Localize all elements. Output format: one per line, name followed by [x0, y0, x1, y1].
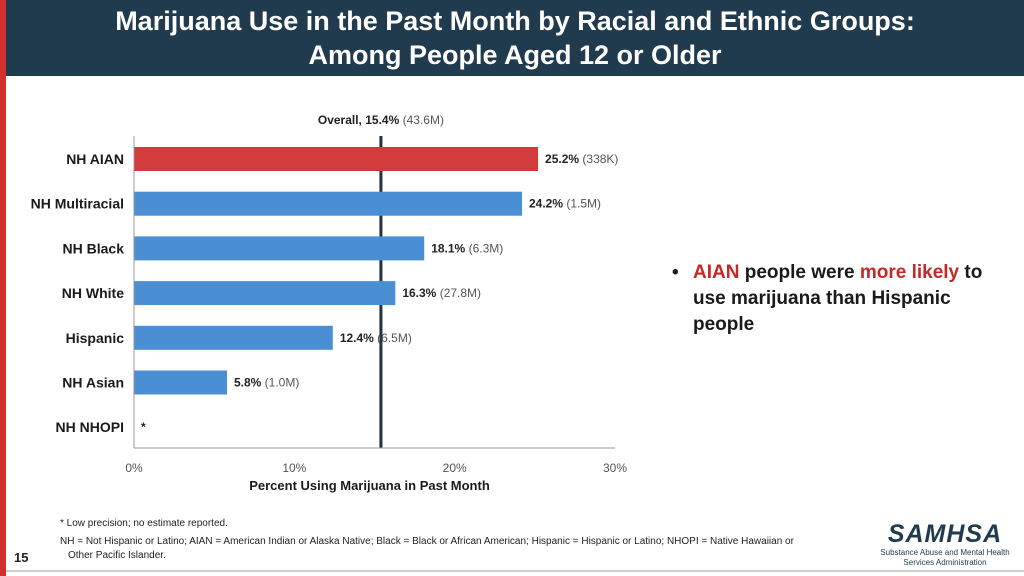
- bar-nh-black: [134, 236, 425, 261]
- overall-reference-label: Overall, 15.4% (43.6M): [318, 113, 444, 127]
- data-label-nh-black: 18.1% (6.3M): [431, 241, 503, 255]
- bottom-divider: [6, 570, 1024, 572]
- category-label-nh-asian: NH Asian: [62, 375, 124, 391]
- x-tick-label-2: 20%: [443, 461, 467, 475]
- x-tick-label-3: 30%: [603, 461, 627, 475]
- x-axis-title: Percent Using Marijuana in Past Month: [249, 478, 490, 493]
- category-label-nh-black: NH Black: [63, 240, 125, 256]
- data-label-hispanic: 12.4% (6.5M): [340, 331, 412, 345]
- data-label-nh-nhopi: *: [141, 420, 146, 434]
- bullet-text-1: people were: [739, 262, 860, 283]
- logo-subtitle-1: Substance Abuse and Mental Health: [880, 548, 1010, 557]
- data-label-nh-asian: 5.8% (1.0M): [234, 376, 299, 390]
- bullet-highlight-aian: AIAN: [693, 262, 740, 283]
- slide-title-line2: Among People Aged 12 or Older: [308, 40, 722, 70]
- data-label-nh-white: 16.3% (27.8M): [402, 286, 481, 300]
- logo-subtitle-2: Services Administration: [903, 558, 987, 567]
- slide-header: Marijuana Use in the Past Month by Racia…: [6, 0, 1024, 76]
- category-label-nh-aian: NH AIAN: [66, 151, 124, 167]
- samhsa-logo: SAMHSA Substance Abuse and Mental Health…: [880, 520, 1010, 568]
- bullet-dot-icon: •: [672, 262, 679, 283]
- key-finding-bullet: • AIAN people were more likely to use ma…: [672, 260, 1002, 338]
- data-label-nh-multiracial: 24.2% (1.5M): [529, 197, 601, 211]
- bar-nh-white: [134, 281, 396, 306]
- bar-nh-asian: [134, 370, 227, 395]
- bullet-highlight-more-likely: more likely: [859, 262, 960, 283]
- x-tick-label-1: 10%: [282, 461, 306, 475]
- bar-nh-aian: [134, 147, 539, 171]
- logo-name: SAMHSA: [887, 520, 1003, 548]
- category-label-nh-nhopi: NH NHOPI: [56, 419, 124, 435]
- data-label-nh-aian: 25.2% (338K): [545, 152, 618, 166]
- bar-chart: Overall, 15.4% (43.6M) NH AIAN 25.2% (338K…: [31, 113, 628, 493]
- page-number: 15: [14, 550, 29, 565]
- category-label-nh-multiracial: NH Multiracial: [31, 196, 124, 212]
- footnote-abbreviations: NH = Not Hispanic or Latino; AIAN = Amer…: [60, 535, 860, 563]
- bullet-text-2: to use marijuana than Hispanic people: [693, 262, 983, 335]
- bar-hispanic: [134, 325, 333, 350]
- left-accent-stripe: [0, 0, 6, 576]
- category-label-nh-white: NH White: [62, 285, 124, 301]
- footnote-abbreviations-line2: Other Pacific Islander.: [68, 550, 166, 561]
- slide-title-line1: Marijuana Use in the Past Month by Racia…: [115, 6, 915, 36]
- category-label-hispanic: Hispanic: [66, 330, 125, 346]
- x-tick-label-0: 0%: [125, 461, 143, 475]
- bar-nh-multiracial: [134, 191, 523, 216]
- footnote-precision: * Low precision; no estimate reported.: [60, 518, 228, 529]
- footnote-abbreviations-line1: NH = Not Hispanic or Latino; AIAN = Amer…: [60, 536, 794, 547]
